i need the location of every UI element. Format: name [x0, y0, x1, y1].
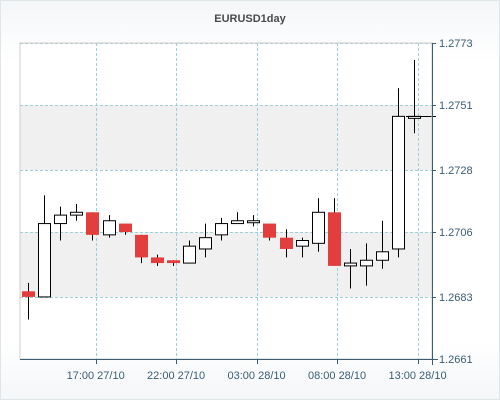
candle-body: [296, 240, 309, 247]
x-tick-label: 08:00 28/10: [308, 370, 366, 382]
candle-6: [103, 215, 116, 238]
candle-2: [38, 195, 51, 298]
candle-body: [344, 262, 357, 267]
candle-11: [183, 240, 196, 264]
candle-5: [86, 212, 99, 241]
candle-body: [263, 223, 276, 238]
candle-4: [70, 203, 83, 221]
candle-body: [86, 212, 99, 235]
candle-body: [135, 234, 148, 258]
candle-body: [151, 257, 164, 264]
y-tick-label: 1.2661: [439, 354, 473, 366]
candle-body: [231, 220, 244, 225]
candle-18: [296, 237, 309, 258]
candle-body: [215, 223, 228, 236]
candle-1: [22, 282, 35, 320]
candle-9: [151, 254, 164, 266]
y-tick-label: 1.2773: [439, 38, 473, 50]
y-tick-label: 1.2706: [439, 227, 473, 239]
candle-body: [199, 237, 212, 250]
candle-10: [167, 260, 180, 266]
x-tick-label: 17:00 27/10: [67, 370, 125, 382]
candle-body: [54, 214, 67, 225]
candle-12: [199, 223, 212, 258]
x-tick-label: 03:00 28/10: [228, 370, 286, 382]
plot-background: [20, 43, 432, 359]
y-tick-label: 1.2751: [439, 100, 473, 112]
grid-band: [20, 105, 432, 170]
chart-title: EURUSD1day: [214, 13, 286, 25]
candle-body: [103, 220, 116, 236]
candle-body: [280, 237, 293, 249]
candle-body: [376, 251, 389, 261]
candle-15: [247, 215, 260, 227]
candle-body: [392, 115, 405, 250]
candle-22: [360, 243, 373, 286]
candle-24: [392, 88, 405, 258]
candle-body: [183, 245, 196, 264]
candle-3: [54, 206, 67, 241]
candle-7: [119, 223, 132, 235]
candle-body: [247, 220, 260, 224]
candle-13: [215, 217, 228, 241]
candle-body: [22, 291, 35, 297]
x-tick-label: 13:00 28/10: [388, 370, 446, 382]
x-tick-label: 22:00 27/10: [147, 370, 205, 382]
candle-23: [376, 220, 389, 269]
candle-body: [70, 211, 83, 216]
candle-body: [312, 211, 325, 244]
candle-body: [119, 223, 132, 233]
candle-body: [38, 223, 51, 298]
y-tick-label: 1.2728: [439, 165, 473, 177]
candle-16: [263, 223, 276, 241]
candle-body: [360, 259, 373, 267]
plot-area: [19, 42, 436, 360]
candle-14: [231, 212, 244, 225]
candle-17: [280, 229, 293, 258]
candle-body: [167, 260, 180, 264]
candle-8: [135, 234, 148, 264]
candle-body: [328, 212, 341, 266]
y-tick-label: 1.2683: [439, 292, 473, 304]
candle-19: [312, 198, 325, 252]
candle-21: [344, 248, 357, 289]
candle-20: [328, 198, 341, 266]
